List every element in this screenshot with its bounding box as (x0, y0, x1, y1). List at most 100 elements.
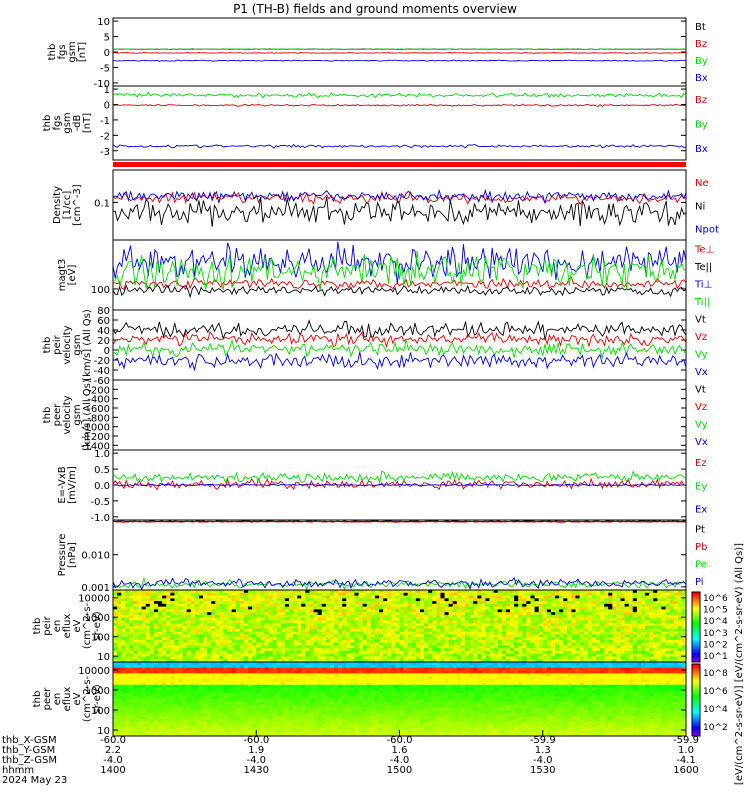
heat-cell (514, 656, 519, 660)
heat-cell (591, 637, 597, 641)
heat-cell (227, 645, 233, 649)
y-axis-label: eV (72, 619, 83, 632)
heat-cell (505, 645, 511, 649)
heat-cell (293, 590, 298, 594)
heat-cell (379, 659, 384, 663)
heat-cell (145, 659, 151, 663)
heat-cell (309, 648, 314, 652)
heat-cell (362, 617, 368, 621)
heat-cell (485, 609, 490, 613)
heat-cell (252, 595, 257, 599)
heat-cell (170, 701, 175, 706)
heat-cell (170, 730, 175, 734)
heat-cell (174, 631, 179, 635)
heat-cell (293, 634, 298, 638)
heat-cell (489, 592, 495, 596)
heat-cell (153, 628, 159, 632)
heat-cell (260, 642, 265, 646)
heat-cell (317, 603, 323, 608)
heat-cell (248, 716, 253, 720)
heat-cell (424, 595, 429, 599)
heat-cell (407, 626, 413, 630)
heat-cell (550, 628, 556, 632)
heat-cell (575, 620, 580, 624)
heat-cell (567, 614, 572, 619)
heat-cell (571, 595, 576, 599)
y-axis-label: thb (42, 115, 53, 132)
heat-cell (243, 637, 249, 641)
heat-cell (186, 637, 192, 641)
heat-cell (460, 628, 466, 632)
heat-cell (207, 626, 212, 630)
heat-cell (407, 659, 413, 663)
heat-cell (284, 670, 290, 674)
heat-cell (350, 659, 355, 663)
heat-cell (366, 626, 372, 630)
heat-cell (428, 631, 433, 635)
heat-cell (288, 664, 294, 669)
y-tick-label: 1 (104, 85, 110, 96)
heat-cell (673, 612, 679, 616)
heat-cell (591, 642, 597, 646)
heat-cell (133, 710, 138, 714)
heat-cell (198, 626, 204, 630)
heat-cell (272, 707, 278, 711)
heat-cell (297, 620, 302, 624)
heat-cell (681, 603, 687, 608)
heat-cell (256, 707, 261, 711)
heat-cell (186, 699, 192, 703)
heat-cell (587, 592, 593, 596)
heat-cell (211, 645, 216, 649)
heat-cell (293, 648, 298, 652)
heat-cell (215, 681, 220, 686)
heat-cell (669, 623, 675, 627)
heat-cell (415, 614, 421, 619)
heat-cell (162, 592, 167, 596)
heat-cell (239, 681, 245, 686)
heat-cell (174, 679, 179, 683)
heat-cell (657, 634, 662, 638)
heat-cell (677, 601, 683, 605)
heat-cell (141, 716, 147, 720)
heat-cell (546, 628, 552, 632)
heat-cell (260, 623, 265, 627)
heat-cell (510, 601, 515, 605)
heat-cell (477, 653, 482, 657)
heat-cell (391, 626, 396, 630)
heat-cell (411, 620, 417, 624)
heat-cell (141, 620, 147, 624)
heat-cell (628, 606, 634, 610)
heat-cell (538, 639, 544, 644)
heat-cell (219, 631, 224, 635)
heat-cell (203, 601, 208, 605)
heat-cell (415, 617, 421, 621)
heat-cell (186, 701, 192, 706)
heat-cell (419, 639, 425, 644)
heat-cell (211, 733, 216, 737)
heat-cell (452, 634, 458, 638)
heat-cell (334, 653, 339, 657)
heat-cell (268, 733, 274, 737)
heat-cell (252, 676, 257, 680)
heat-cell (227, 684, 233, 689)
heat-cell (305, 634, 310, 638)
heat-cell (305, 603, 310, 608)
heat-cell (113, 650, 118, 655)
heat-cell (280, 637, 286, 641)
heat-cell (575, 631, 580, 635)
heat-cell (170, 631, 175, 635)
heat-cell (158, 718, 163, 723)
heat-cell (297, 606, 302, 610)
heat-cell (387, 617, 392, 621)
heat-cell (616, 631, 621, 635)
heat-cell (215, 727, 220, 731)
heat-cell (624, 659, 630, 663)
heat-cell (591, 659, 597, 663)
heat-cell (293, 639, 298, 644)
heat-cell (170, 634, 175, 638)
heat-cell (379, 617, 384, 621)
heat-cell (211, 730, 216, 734)
heat-cell (174, 642, 179, 646)
heat-cell (125, 713, 130, 717)
y-tick-label: -200 (87, 385, 110, 396)
